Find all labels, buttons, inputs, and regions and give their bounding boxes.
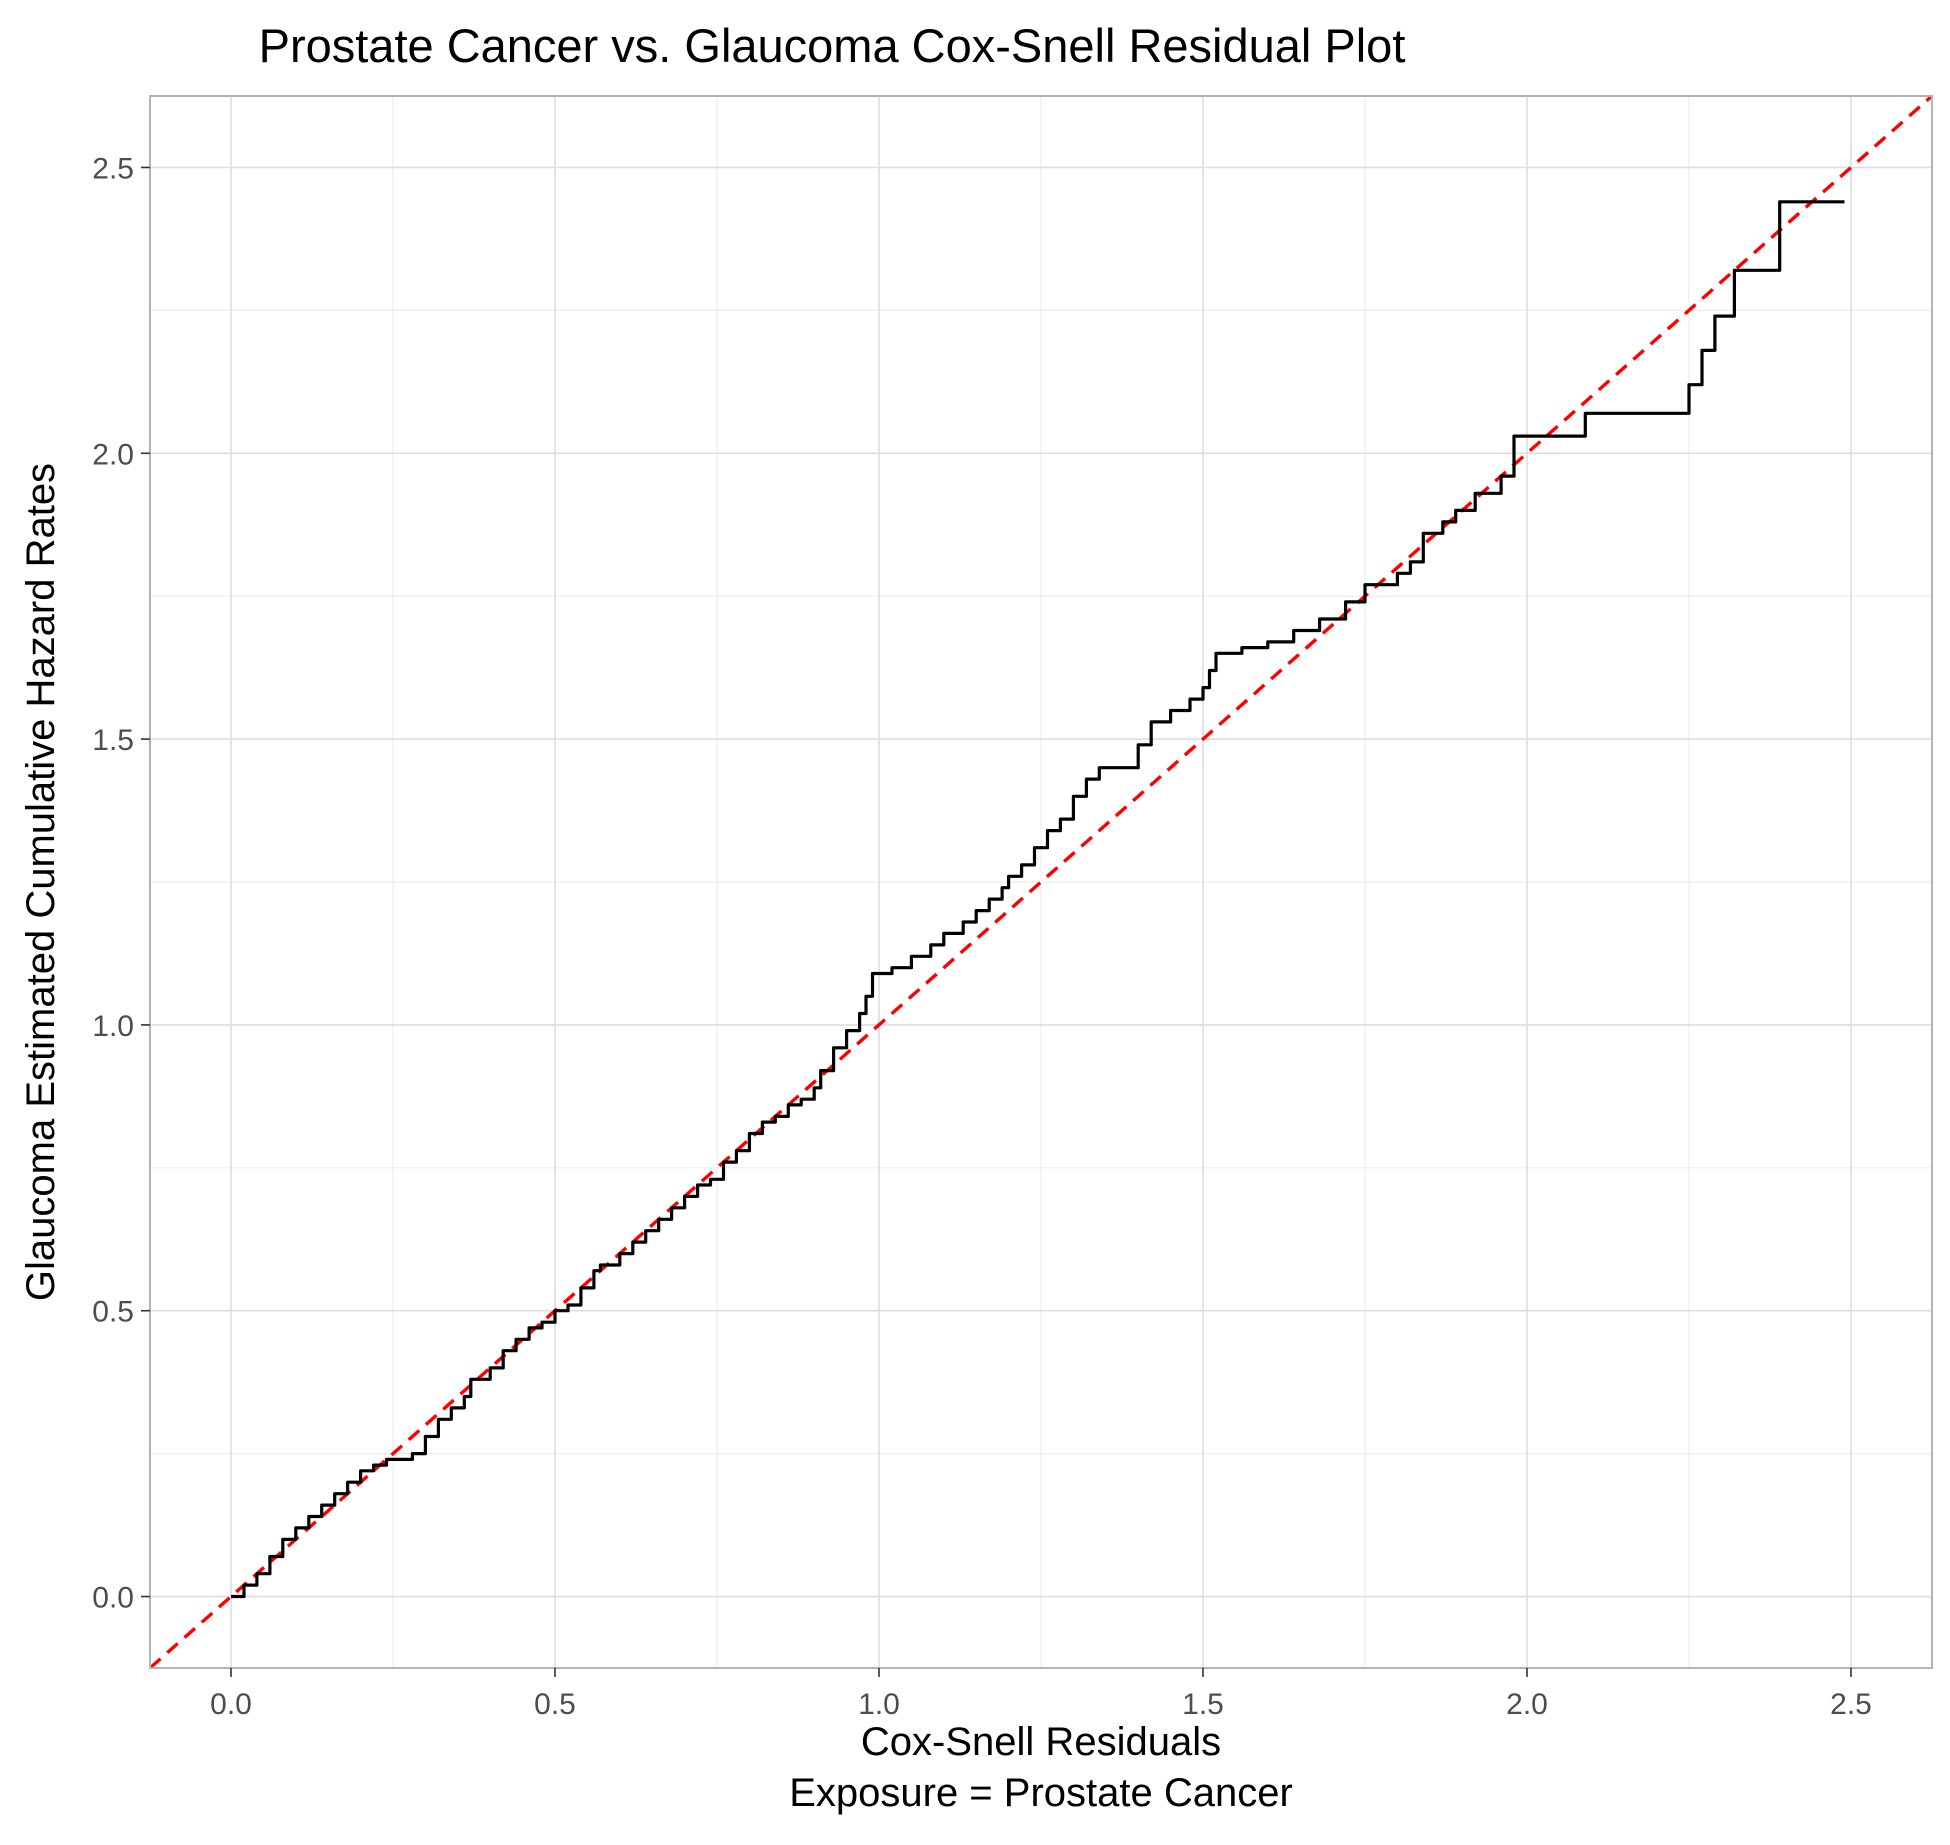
y-tick-label: 1.0	[92, 1010, 134, 1043]
x-axis-title: Cox-Snell Residuals	[861, 1720, 1221, 1764]
plot-panel-border	[149, 95, 1933, 1669]
reference-line	[148, 94, 1934, 1670]
y-tick-label: 2.0	[92, 438, 134, 471]
y-tick-label: 0.5	[92, 1296, 134, 1329]
x-tick-label: 0.0	[210, 1688, 252, 1721]
y-axis: 0.0 0.5 1.0 1.5 2.0 2.5	[92, 152, 150, 1615]
x-tick-label: 1.5	[1182, 1688, 1224, 1721]
y-axis-title: Glaucoma Estimated Cumulative Hazard Rat…	[19, 463, 63, 1301]
chart-title: Prostate Cancer vs. Glaucoma Cox-Snell R…	[259, 19, 1406, 72]
y-tick-label: 0.0	[92, 1582, 134, 1615]
y-tick-label: 2.5	[92, 152, 134, 185]
x-axis-subtitle: Exposure = Prostate Cancer	[789, 1771, 1293, 1815]
x-tick-label: 2.0	[1506, 1688, 1548, 1721]
x-tick-label: 2.5	[1830, 1688, 1872, 1721]
hazard-step-line	[231, 200, 1845, 1599]
minor-gridlines	[150, 96, 1932, 1668]
major-gridlines	[150, 96, 1932, 1668]
x-tick-label: 1.0	[858, 1688, 900, 1721]
x-tick-label: 0.5	[534, 1688, 576, 1721]
series-layer	[148, 94, 1934, 1670]
y-tick-label: 1.5	[92, 724, 134, 757]
x-axis: 0.0 0.5 1.0 1.5 2.0 2.5	[210, 1668, 1872, 1721]
